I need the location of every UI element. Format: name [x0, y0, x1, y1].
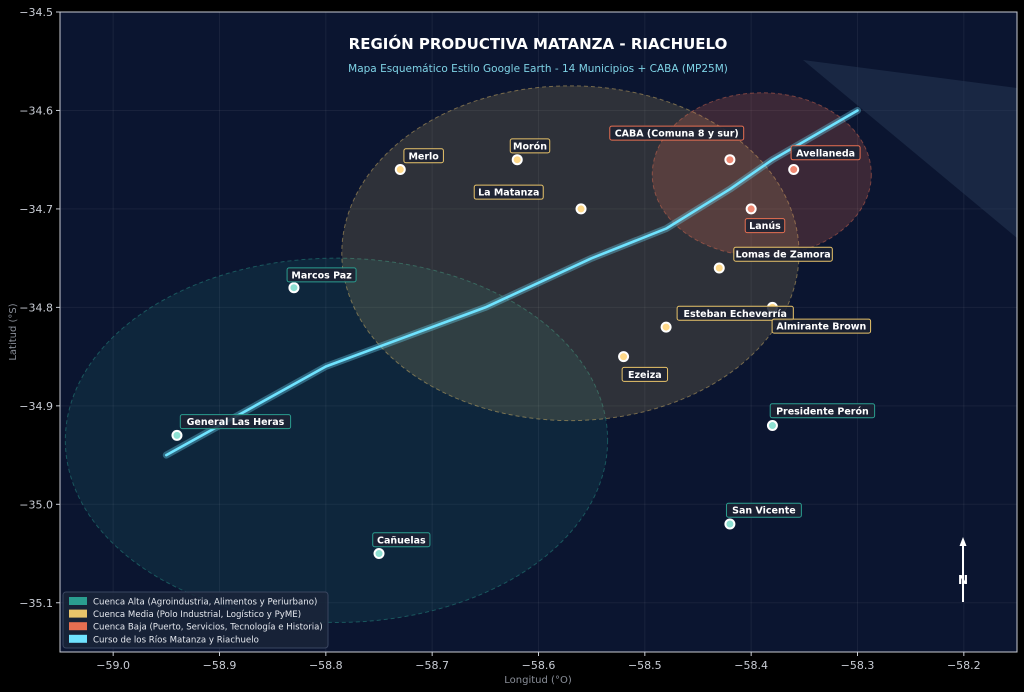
- legend: Cuenca Alta (Agroindustria, Alimentos y …: [62, 591, 329, 649]
- municipality-marker: [726, 156, 734, 164]
- municipality-marker: [375, 550, 383, 558]
- municipality-marker: [290, 284, 298, 292]
- municipality-label-box: [744, 218, 786, 234]
- municipality-label: CABA (Comuna 8 y sur): [615, 129, 739, 140]
- zone-alta: [64, 257, 609, 623]
- municipality-label: Cañuelas: [377, 535, 426, 546]
- y-tick-label: −34.8: [19, 301, 53, 314]
- municipality-label: Presidente Perón: [776, 406, 869, 417]
- y-axis-ticks: −34.5 −34.6 −34.7 −34.8 −34.9 −35.0 −35.1: [19, 6, 60, 610]
- municipality-label-box: [509, 138, 551, 154]
- municipality-labels: CABA (Comuna 8 y sur) Avellaneda Lanús Merl…: [179, 125, 876, 548]
- x-axis-ticks: −59.0 −58.9 −58.8 −58.7 −58.6 −58.5 −58.4 −58.3…: [96, 652, 981, 672]
- municipality-label: Marcos Paz: [291, 270, 352, 281]
- municipality-label: General Las Heras: [187, 417, 285, 428]
- river-line: [165, 109, 859, 457]
- municipality-label: Lanús: [749, 221, 781, 232]
- municipality-label: Almirante Brown: [776, 322, 866, 333]
- municipality-label: Avellaneda: [796, 148, 855, 159]
- x-tick-label: −58.5: [628, 659, 662, 672]
- x-tick-label: −58.8: [309, 659, 343, 672]
- municipality-label: Merlo: [408, 151, 439, 162]
- municipality-label-box: [179, 414, 292, 430]
- municipality-label: Ezeiza: [628, 370, 662, 381]
- legend-label-media: Cuenca Media (Polo Industrial, Logístico…: [93, 610, 301, 620]
- municipality-marker: [768, 422, 776, 430]
- municipality-markers: [171, 154, 800, 560]
- municipality-marker: [513, 156, 521, 164]
- x-tick-label: −58.4: [734, 659, 768, 672]
- municipality-marker: [747, 205, 755, 213]
- y-tick-label: −34.9: [19, 400, 53, 413]
- municipality-label-box: [769, 403, 876, 419]
- x-tick-label: −59.0: [96, 659, 130, 672]
- municipality-label-box: [790, 145, 861, 161]
- north-label: N: [958, 573, 968, 587]
- municipality-marker: [620, 353, 628, 361]
- municipality-label-box: [733, 246, 833, 262]
- municipality-label-box: [725, 502, 802, 518]
- municipality-label: Morón: [513, 141, 547, 152]
- municipality-label-box: [372, 532, 431, 548]
- municipality-marker: [790, 166, 798, 174]
- legend-swatch-baja: [69, 622, 87, 631]
- legend-swatch-river: [69, 634, 87, 643]
- legend-swatch-alta: [69, 597, 87, 605]
- y-tick-label: −34.5: [19, 6, 53, 19]
- x-tick-label: −58.9: [203, 659, 237, 672]
- municipality-label: La Matanza: [478, 188, 539, 199]
- municipality-marker: [173, 431, 181, 439]
- chart-title: REGIÓN PRODUCTIVA MATANZA - RIACHUELO: [349, 34, 728, 53]
- y-tick-label: −35.1: [19, 597, 53, 610]
- legend-label-alta: Cuenca Alta (Agroindustria, Alimentos y …: [93, 598, 317, 608]
- sea-area: [803, 60, 1017, 238]
- municipality-marker: [577, 205, 585, 213]
- river-layer: [162, 107, 861, 459]
- chart-subtitle: Mapa Esquemático Estilo Google Earth - 1…: [348, 63, 728, 75]
- legend-box: [62, 591, 329, 649]
- legend-swatch-media: [69, 609, 87, 618]
- legend-label-baja: Cuenca Baja (Puerto, Servicios, Tecnolog…: [93, 623, 323, 633]
- north-arrow: N: [958, 537, 968, 602]
- municipality-label-box: [676, 305, 794, 321]
- x-tick-label: −58.6: [522, 659, 556, 672]
- municipality-label: San Vicente: [732, 506, 796, 517]
- y-tick-label: −34.6: [19, 104, 53, 117]
- municipality-marker: [396, 166, 404, 174]
- y-axis-label: Latitud (°S): [8, 303, 19, 360]
- x-axis-label: Longitud (°O): [504, 675, 572, 686]
- x-tick-label: −58.7: [415, 659, 449, 672]
- municipality-label-box: [403, 148, 444, 164]
- municipality-label-box: [621, 366, 669, 382]
- municipality-label: Esteban Echeverría: [684, 309, 787, 320]
- x-tick-label: −58.2: [947, 659, 981, 672]
- y-tick-label: −35.0: [19, 498, 53, 511]
- municipality-label-box: [771, 318, 872, 334]
- x-tick-label: −58.3: [841, 659, 875, 672]
- municipality-label-box: [473, 184, 544, 200]
- municipality-marker: [715, 264, 723, 272]
- municipality-label: Lomas de Zamora: [735, 250, 830, 261]
- y-tick-label: −34.7: [19, 203, 53, 216]
- legend-label-river: Curso de los Ríos Matanza y Riachuelo: [93, 635, 259, 645]
- municipality-label-box: [286, 267, 357, 283]
- municipality-label-box: [609, 125, 745, 141]
- municipality-marker: [662, 323, 670, 331]
- municipality-marker: [726, 520, 734, 528]
